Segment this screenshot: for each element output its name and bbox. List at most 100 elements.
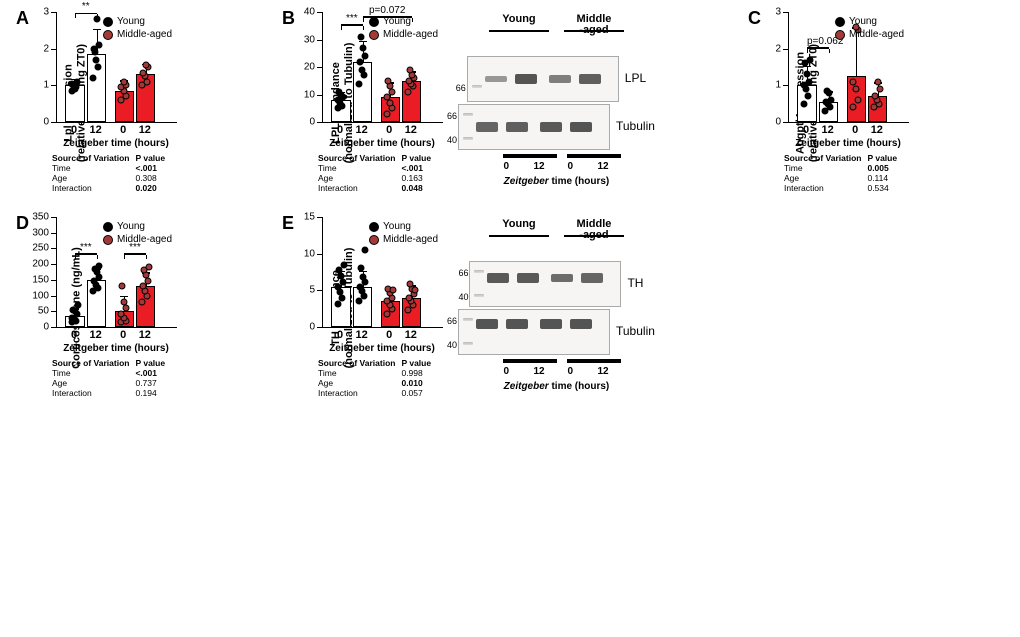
blot-lane-label: 12 xyxy=(597,366,608,377)
legend-label: Middle-aged xyxy=(383,234,438,245)
blot-band xyxy=(506,319,528,329)
data-point xyxy=(805,93,812,100)
blot-lane-label: 0 xyxy=(567,366,573,377)
data-point xyxy=(849,104,856,111)
legend-swatch-middle xyxy=(369,30,379,40)
x-tick-label: 12 xyxy=(347,124,377,136)
data-point xyxy=(852,86,859,93)
blot-row-label: LPL xyxy=(625,71,646,85)
blot-band xyxy=(579,74,601,84)
mw-marker: 66 xyxy=(456,83,466,93)
data-point xyxy=(872,93,879,100)
data-point xyxy=(823,87,830,94)
data-point xyxy=(356,80,363,87)
data-point xyxy=(118,311,125,318)
legend: Young Middle-aged xyxy=(369,221,438,247)
data-point xyxy=(411,287,418,294)
mw-marker: 66 xyxy=(458,268,468,278)
legend-swatch-young xyxy=(369,17,379,27)
blot-band xyxy=(506,122,528,132)
y-tick-label: 1 xyxy=(775,80,781,91)
blot-band xyxy=(540,122,562,132)
data-point xyxy=(121,298,128,305)
legend: Young Middle-aged xyxy=(103,16,172,42)
blot-band xyxy=(570,319,592,329)
significance-label: *** xyxy=(75,242,97,253)
y-tick-label: 2 xyxy=(43,43,49,54)
x-tick-label: 12 xyxy=(130,329,160,341)
data-point xyxy=(142,62,149,69)
y-tick-label: 5 xyxy=(309,285,315,296)
y-tick-label: 0 xyxy=(309,117,315,128)
blot-lane-label: 12 xyxy=(533,161,544,172)
y-tick-label: 200 xyxy=(32,259,49,270)
significance-label: p=0.062 xyxy=(807,36,829,47)
panel-d: DCorticosterone (ng/mL)05010015020025030… xyxy=(12,217,242,398)
data-point xyxy=(335,88,342,95)
panel-letter: C xyxy=(748,8,761,29)
x-tick-label: 12 xyxy=(130,124,160,136)
x-tick-label: 12 xyxy=(347,329,377,341)
y-tick-label: 1 xyxy=(43,80,49,91)
data-point xyxy=(95,42,102,49)
blot-band xyxy=(570,122,592,132)
data-point xyxy=(74,302,81,309)
blot-lane-label: 12 xyxy=(597,161,608,172)
blot-lane-label: 0 xyxy=(503,161,509,172)
y-tick-label: 20 xyxy=(304,62,315,73)
panel-letter: A xyxy=(16,8,29,29)
y-tick-label: 0 xyxy=(43,117,49,128)
blot-membrane: 6640 xyxy=(458,309,610,355)
mw-marker: 40 xyxy=(447,135,457,145)
y-tick-label: 15 xyxy=(304,212,315,223)
data-point xyxy=(95,64,102,71)
y-tick-label: 3 xyxy=(43,7,49,18)
legend-swatch-middle xyxy=(103,235,113,245)
panel-c: CAngptl4 expression(relative to Young ZT… xyxy=(744,12,974,193)
blot-group-headers: YoungMiddle -aged xyxy=(481,219,631,241)
blot-lane-label: 12 xyxy=(533,366,544,377)
data-point xyxy=(361,53,368,60)
x-tick-label: 12 xyxy=(81,329,111,341)
blot-group-headers: YoungMiddle -aged xyxy=(481,14,631,36)
data-point xyxy=(804,71,811,78)
legend-label: Middle-aged xyxy=(383,29,438,40)
legend-label: Middle-aged xyxy=(117,234,172,245)
y-tick-label: 0 xyxy=(775,117,781,128)
x-tick-label: 12 xyxy=(81,124,111,136)
blot-band xyxy=(540,319,562,329)
data-point xyxy=(358,66,365,73)
data-point xyxy=(874,78,881,85)
data-point xyxy=(359,274,366,281)
significance-label: ** xyxy=(75,1,97,12)
blot-band xyxy=(487,273,509,283)
x-tick-label: 12 xyxy=(396,124,426,136)
legend-label: Middle-aged xyxy=(849,29,904,40)
significance-label: *** xyxy=(341,13,363,24)
blot-lane-label: 0 xyxy=(503,366,509,377)
data-point xyxy=(850,78,857,85)
data-point xyxy=(123,305,130,312)
blot-membrane: 6640 xyxy=(469,261,621,307)
panel-b: BLPL abundance(normalized to Tubulin)010… xyxy=(278,12,708,193)
data-point xyxy=(359,44,366,51)
data-point xyxy=(144,278,151,285)
y-tick-label: 30 xyxy=(304,34,315,45)
data-point xyxy=(96,262,103,269)
x-tick-label: 12 xyxy=(396,329,426,341)
data-point xyxy=(69,82,76,89)
y-tick-label: 50 xyxy=(38,306,49,317)
mw-marker: 40 xyxy=(458,292,468,302)
y-tick-label: 250 xyxy=(32,243,49,254)
panel-a: ALpl expression(relative to Young ZT0)01… xyxy=(12,12,242,193)
panel-e: ETH abundance(normalized to Tubulin)0510… xyxy=(278,217,974,398)
y-tick-label: 10 xyxy=(304,248,315,259)
blot-band xyxy=(549,75,571,83)
panel-letter: E xyxy=(282,213,294,234)
panel-letter: D xyxy=(16,213,29,234)
western-blot: YoungMiddle -aged6640TH6640Tubulin012012… xyxy=(458,219,655,392)
data-point xyxy=(827,97,834,104)
data-point xyxy=(91,49,98,56)
blot-band xyxy=(517,273,539,283)
data-point xyxy=(806,56,813,63)
